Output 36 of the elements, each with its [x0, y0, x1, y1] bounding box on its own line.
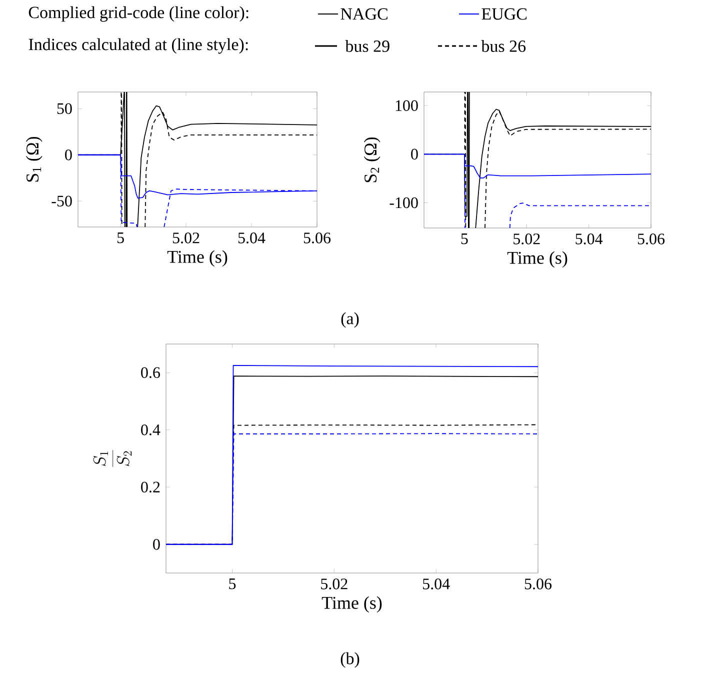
x-tick-label: 5.02: [172, 232, 200, 244]
y-axis-title: S$_{2}$ (Ω): [364, 137, 380, 182]
x-tick-label: 5.06: [638, 234, 665, 244]
text: bus 29: [345, 40, 390, 52]
x-axis-title: Time (s): [507, 251, 568, 268]
y-tick-label: 0: [153, 538, 160, 550]
x-axis-title: Time (s): [167, 250, 228, 267]
y-tick-label: 0.4: [141, 424, 160, 436]
x-tick-label: 5: [229, 578, 236, 590]
y-tick-label: -100: [390, 197, 418, 208]
x-tick-label: 5: [461, 234, 468, 244]
x-tick-label: 5: [117, 232, 124, 244]
text: (a): [341, 312, 359, 328]
text: bus 26: [481, 40, 526, 52]
y-tick-label: 50: [57, 103, 72, 114]
text: Complied grid-code (line color):: [28, 6, 248, 22]
x-axis-title: Time (s): [322, 596, 382, 613]
y-tick-label: -50: [52, 196, 72, 206]
text: (b): [340, 652, 360, 668]
text: EUGC: [482, 8, 527, 20]
x-tick-label: 5.06: [524, 578, 552, 590]
y-axis-title: S$_{1}$ (Ω): [26, 136, 42, 182]
y-axis-title: $\frac{S_1}{S_2}$: [93, 450, 132, 467]
x-tick-label: 5.04: [576, 234, 603, 244]
x-tick-label: 5.02: [514, 234, 540, 244]
x-tick-label: 5.06: [304, 232, 331, 244]
y-tick-label: 0: [411, 148, 418, 160]
x-tick-label: 5.04: [423, 578, 450, 590]
y-tick-label: 0: [65, 149, 72, 160]
y-tick-label: 0.6: [141, 367, 160, 378]
text: NAGC: [340, 8, 388, 20]
y-tick-label: 0.2: [141, 482, 160, 493]
x-tick-label: 5.04: [238, 232, 266, 244]
x-tick-label: 5.02: [321, 578, 348, 590]
text: Indices calculated at (line style):: [28, 38, 248, 54]
y-tick-label: 100: [396, 100, 418, 111]
